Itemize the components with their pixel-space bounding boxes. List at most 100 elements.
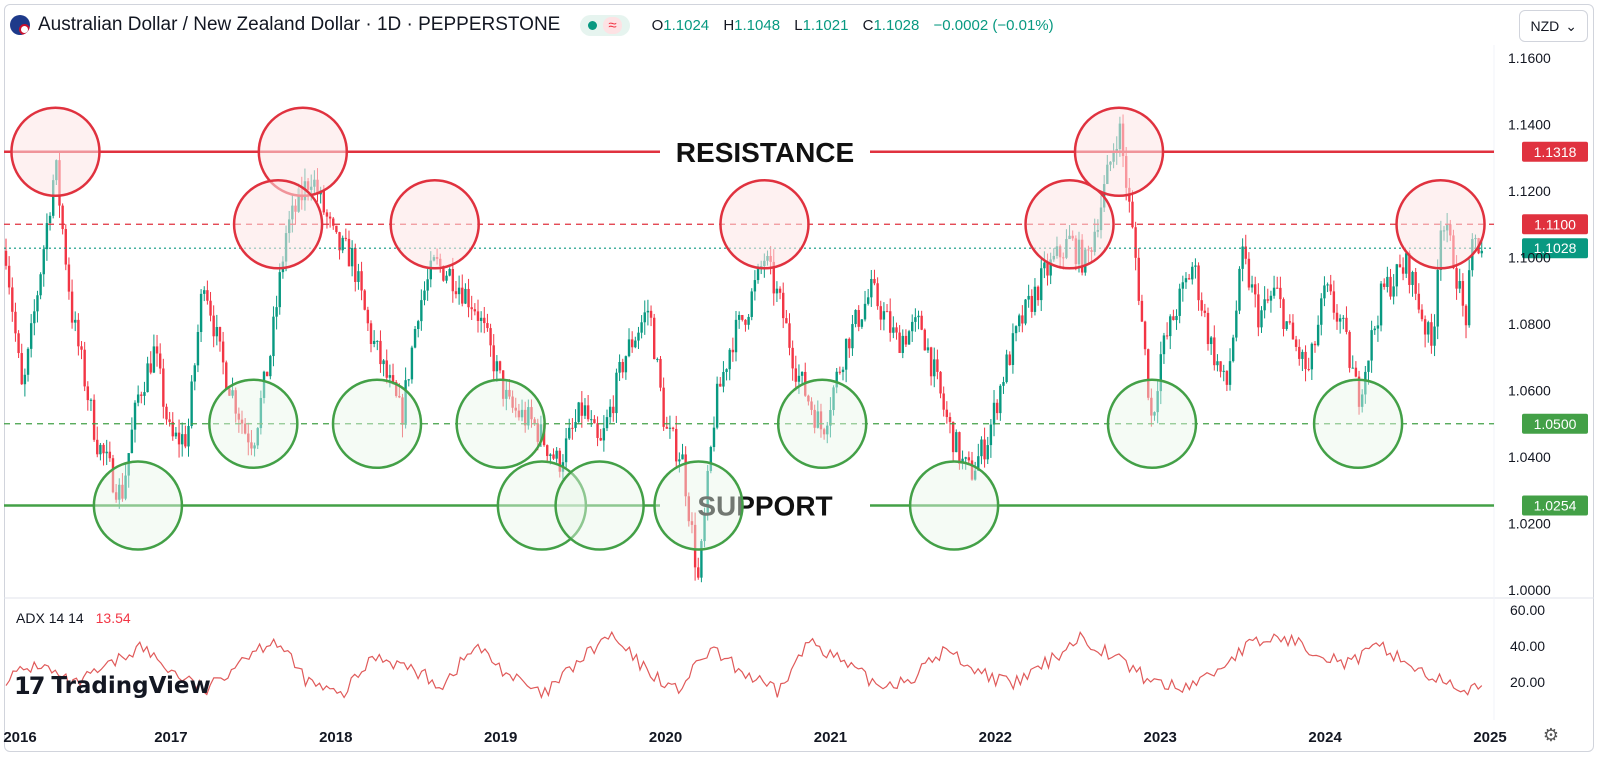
candle-body xyxy=(174,432,178,437)
candle-body xyxy=(539,424,543,442)
candle-body xyxy=(678,459,681,462)
candle-body xyxy=(948,417,952,422)
candle-body xyxy=(501,370,505,399)
candle-body xyxy=(564,438,568,463)
candle-body xyxy=(977,456,980,471)
support-touch-circle xyxy=(496,460,588,551)
resistance-touch-circle xyxy=(389,179,480,270)
candle-body xyxy=(143,392,146,396)
candle-body xyxy=(1376,325,1380,329)
candle-body xyxy=(970,460,974,480)
candle-body xyxy=(454,291,458,295)
candle-body xyxy=(325,212,329,217)
candle-body xyxy=(782,292,785,319)
candle-body xyxy=(904,335,908,345)
candle-body xyxy=(1194,265,1197,267)
candle-body xyxy=(602,428,606,441)
candle-body xyxy=(851,324,854,349)
candle-body xyxy=(775,288,779,294)
adx-value: 13.54 xyxy=(95,610,131,626)
candle-body xyxy=(376,340,379,342)
price-label-bg xyxy=(1522,141,1588,162)
candle-body xyxy=(1414,271,1417,294)
candle-body xyxy=(96,439,99,455)
candle-body xyxy=(1351,367,1354,369)
candle-body xyxy=(719,383,722,387)
y-tick-label: 1.0400 xyxy=(1508,449,1551,465)
candle-body xyxy=(826,425,829,435)
candle-body xyxy=(1430,322,1433,346)
symbol-title[interactable]: Australian Dollar / New Zealand Dollar ·… xyxy=(38,14,561,35)
candle-body xyxy=(879,306,882,320)
open-value: 1.1024 xyxy=(663,16,710,34)
candle-body xyxy=(621,362,624,373)
candle-body xyxy=(14,311,17,334)
candle-body xyxy=(442,266,445,281)
candle-body xyxy=(1392,286,1395,297)
candle-body xyxy=(1436,269,1439,327)
candle-body xyxy=(130,429,134,454)
candle-body xyxy=(590,419,593,421)
candle-body xyxy=(558,450,562,472)
y-tick-label: 1.0800 xyxy=(1508,316,1551,332)
candle-body xyxy=(1383,283,1386,287)
gear-icon[interactable]: ⚙ xyxy=(1542,725,1560,745)
candle-body xyxy=(624,356,628,373)
adx-tick-label: 60.00 xyxy=(1510,602,1545,618)
candle-body xyxy=(118,484,121,500)
adx-legend[interactable]: ADX 14 14 13.54 xyxy=(16,610,131,626)
candle-body xyxy=(11,287,14,312)
candle-body xyxy=(684,454,687,497)
candle-body xyxy=(83,349,86,387)
candle-body xyxy=(344,237,348,239)
candle-body xyxy=(464,288,467,304)
candle-body xyxy=(1043,262,1046,269)
candle-body xyxy=(778,288,782,293)
candle-body xyxy=(671,427,675,429)
candle-body xyxy=(250,442,253,449)
candle-body xyxy=(1307,369,1310,371)
candle-body xyxy=(728,349,731,370)
candle-body xyxy=(706,470,709,514)
candle-body xyxy=(712,427,716,448)
level-annotation: RESISTANCE xyxy=(676,137,854,168)
candle-body xyxy=(848,338,851,349)
candle-body xyxy=(1244,246,1247,259)
candle-body xyxy=(461,287,464,304)
resistance-touch-circle xyxy=(1024,179,1115,270)
candle-body xyxy=(451,269,455,292)
candle-body xyxy=(1206,312,1210,345)
currency-selector[interactable]: NZD ⌄ xyxy=(1519,10,1588,42)
candle-body xyxy=(568,427,571,439)
candle-body xyxy=(335,225,338,233)
candle-body xyxy=(184,434,187,447)
support-touch-circle xyxy=(92,460,184,551)
candle-body xyxy=(1294,339,1298,347)
candle-body xyxy=(1360,394,1364,407)
tradingview-logo[interactable]: 17 TradingView xyxy=(14,672,211,700)
candle-body xyxy=(1005,354,1008,383)
candle-body xyxy=(105,451,108,454)
candle-body xyxy=(391,375,395,383)
candle-body xyxy=(1222,370,1225,372)
candle-body xyxy=(155,346,159,354)
candle-body xyxy=(1018,315,1021,327)
high-key: H xyxy=(723,16,735,34)
candle-body xyxy=(1228,361,1232,385)
candle-body xyxy=(347,238,351,267)
candle-body xyxy=(17,333,20,354)
price-label-text: 1.0500 xyxy=(1534,416,1577,432)
candle-body xyxy=(489,328,492,346)
candle-body xyxy=(665,426,668,429)
candle-body xyxy=(517,410,521,418)
candle-body xyxy=(1187,278,1191,280)
price-label-text: 1.1028 xyxy=(1534,240,1577,256)
candle-body xyxy=(885,311,889,313)
candle-body xyxy=(36,295,39,312)
x-tick-label: 2024 xyxy=(1308,729,1342,746)
candle-body xyxy=(675,428,678,462)
status-pill[interactable]: ≈ xyxy=(580,14,630,36)
candle-body xyxy=(1200,300,1203,311)
candle-body xyxy=(470,307,473,310)
